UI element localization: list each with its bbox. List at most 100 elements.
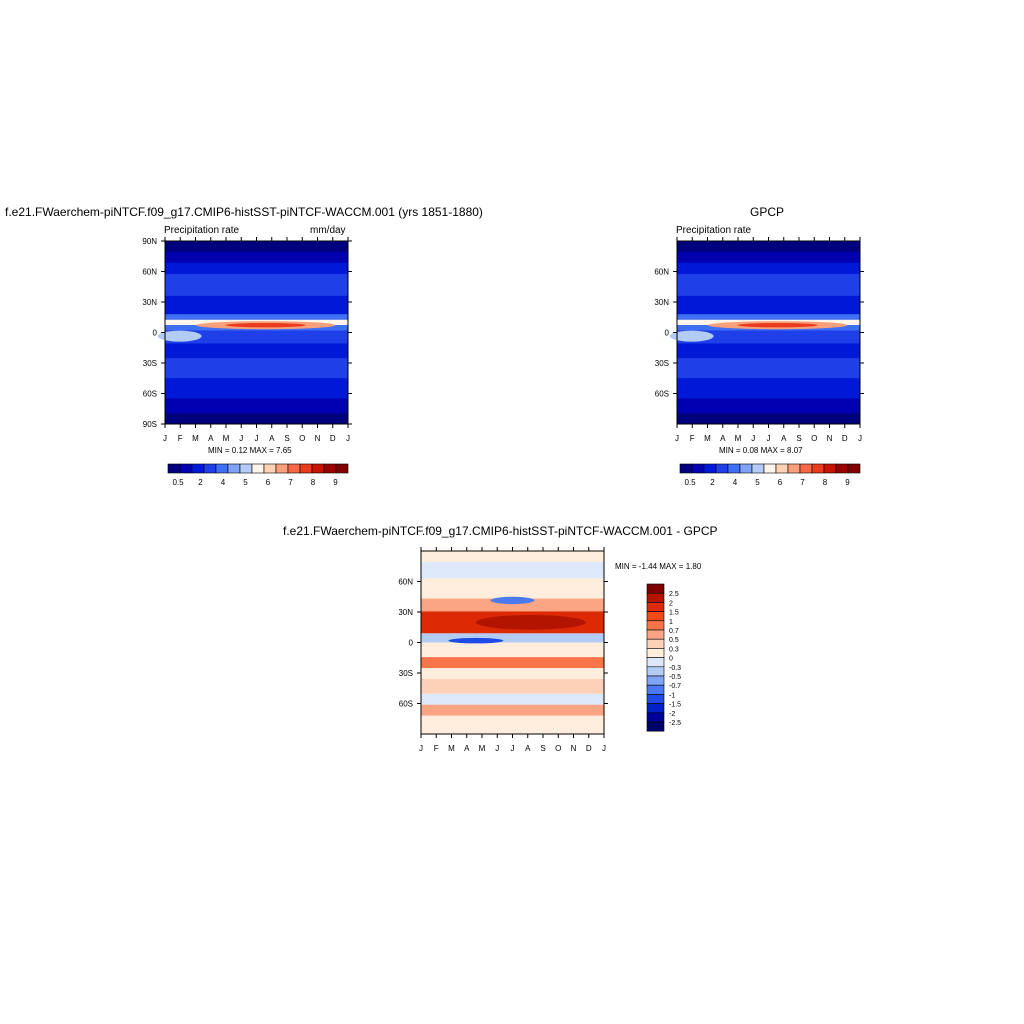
colorbar-swatch <box>251 463 265 474</box>
x-tick-label: J <box>239 434 243 443</box>
colorbar-label: -0.7 <box>669 683 681 690</box>
y-tick-label: 60N <box>142 268 157 277</box>
colorbar-swatch <box>679 463 693 474</box>
y-tick-label: 90N <box>142 237 157 246</box>
panel2-left-label: Precipitation rate <box>676 225 752 236</box>
itcz-sh-branch <box>157 330 202 342</box>
colorbar-swatch <box>311 463 325 474</box>
colorbar-swatch <box>646 638 665 649</box>
colorbar-swatch <box>646 694 665 704</box>
x-tick-label: S <box>796 434 801 443</box>
field-band <box>165 398 348 414</box>
panel1-colorbar: 0.5 2 4 5 6 7 8 9 <box>167 463 349 487</box>
y-tick-label: 30N <box>142 298 157 307</box>
colorbar-swatch <box>646 657 665 668</box>
x-tick-label: N <box>315 434 321 443</box>
field-band <box>421 657 604 669</box>
colorbar-swatch <box>703 463 717 474</box>
colorbar-label: 8 <box>823 478 828 487</box>
colorbar-label: -0.5 <box>669 674 681 681</box>
colorbar-label: 2 <box>669 600 673 607</box>
colorbar-swatch <box>739 463 753 474</box>
colorbar-swatch <box>646 721 665 732</box>
diff-negative-north <box>490 596 535 605</box>
diff-negative-core <box>448 637 504 644</box>
field-band <box>421 704 604 716</box>
colorbar-swatch <box>275 463 289 474</box>
x-tick-label: J <box>255 434 259 443</box>
colorbar-label: 1.5 <box>669 610 679 617</box>
x-tick-label: J <box>767 434 771 443</box>
colorbar-label: 0.7 <box>669 628 679 635</box>
x-tick-label: D <box>586 744 592 753</box>
y-tick-label: 30N <box>654 298 669 307</box>
x-tick-label: A <box>781 434 787 443</box>
colorbar-swatch <box>775 463 789 474</box>
x-tick-label: J <box>675 434 679 443</box>
panel3-title: f.e21.FWaerchem-piNTCF.f09_g17.CMIP6-his… <box>283 524 718 538</box>
x-tick-label: D <box>330 434 336 443</box>
colorbar-label: 0 <box>669 656 673 663</box>
colorbar-label: 0.5 <box>172 478 184 487</box>
x-tick-label: M <box>735 434 742 443</box>
y-tick-label: 60S <box>143 390 157 399</box>
field-band <box>677 241 860 252</box>
field-band <box>421 693 604 705</box>
x-tick-label: A <box>269 434 275 443</box>
field-band <box>421 668 604 680</box>
x-tick-label: A <box>208 434 214 443</box>
itcz-sh-branch <box>669 330 714 342</box>
x-tick-label: F <box>434 744 439 753</box>
x-tick-label: A <box>525 744 531 753</box>
colorbar-swatch <box>215 463 229 474</box>
colorbar-swatch <box>646 602 665 612</box>
colorbar-label: 9 <box>845 478 850 487</box>
y-tick-label: 0 <box>665 329 670 338</box>
field-band <box>165 295 348 315</box>
field-band <box>677 378 860 399</box>
field-band <box>677 413 860 424</box>
field-band <box>165 343 348 359</box>
field-band <box>165 358 348 379</box>
x-tick-label: J <box>495 744 499 753</box>
field-band <box>677 262 860 274</box>
colorbar-swatch <box>191 463 205 474</box>
colorbar-swatch <box>835 463 849 474</box>
field-band <box>677 330 860 344</box>
y-tick-label: 30N <box>398 608 413 617</box>
colorbar-swatch <box>811 463 825 474</box>
panel1-title: f.e21.FWaerchem-piNTCF.f09_g17.CMIP6-his… <box>5 205 483 219</box>
colorbar-swatch <box>646 712 665 723</box>
colorbar-label: 0.3 <box>669 646 679 653</box>
colorbar-label: 7 <box>800 478 805 487</box>
colorbar-label: 5 <box>243 478 248 487</box>
colorbar-label: 5 <box>755 478 760 487</box>
field-band <box>165 378 348 399</box>
panel2-stats: MIN = 0.08 MAX = 8.07 <box>719 446 803 455</box>
x-tick-label: M <box>704 434 711 443</box>
y-tick-label: 30S <box>399 669 413 678</box>
field-band <box>165 262 348 274</box>
x-tick-label: A <box>720 434 726 443</box>
y-tick-label: 60N <box>654 268 669 277</box>
colorbar-swatch <box>646 684 665 695</box>
colorbar-swatch <box>263 463 277 474</box>
y-tick-label: 0 <box>409 639 414 648</box>
field-band <box>677 295 860 315</box>
colorbar-label: 0.5 <box>684 478 696 487</box>
x-tick-label: N <box>571 744 577 753</box>
field-band <box>677 251 860 263</box>
field-band <box>677 398 860 414</box>
x-tick-label: J <box>751 434 755 443</box>
colorbar-label: 7 <box>288 478 293 487</box>
colorbar-swatch <box>751 463 765 474</box>
field-band <box>421 561 604 579</box>
panel2-title: GPCP <box>750 205 785 219</box>
colorbar-swatch <box>787 463 801 474</box>
field-band <box>421 715 604 734</box>
colorbar-swatch <box>727 463 741 474</box>
